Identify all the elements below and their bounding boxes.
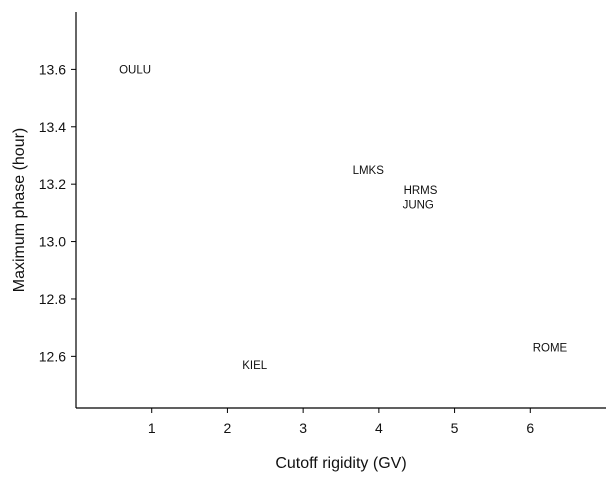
x-tick-label: 3 — [299, 420, 307, 436]
x-tick-label: 5 — [451, 420, 459, 436]
data-point-label: JUNG — [403, 199, 434, 211]
y-tick-label: 13.2 — [39, 176, 66, 192]
y-axis-ticks: 12.6 12.8 13.0 13.2 13.4 13.6 — [39, 61, 76, 364]
point-labels: OULU KIEL LMKS HRMS JUNG ROME — [119, 64, 567, 372]
x-axis-ticks: 1 2 3 4 5 6 — [148, 408, 534, 436]
data-point-label: LMKS — [353, 165, 385, 177]
x-tick-label: 4 — [375, 420, 383, 436]
y-tick-label: 13.6 — [39, 61, 66, 77]
data-point-label: HRMS — [404, 185, 438, 197]
data-point-label: OULU — [119, 64, 151, 76]
data-point-label: ROME — [533, 343, 568, 355]
y-tick-label: 13.4 — [39, 119, 66, 135]
x-tick-label: 1 — [148, 420, 156, 436]
data-point-label: KIEL — [242, 360, 268, 372]
y-tick-label: 12.6 — [39, 348, 66, 364]
x-tick-label: 6 — [526, 420, 534, 436]
y-tick-label: 12.8 — [39, 291, 66, 307]
x-tick-label: 2 — [224, 420, 232, 436]
x-axis-title: Cutoff rigidity (GV) — [275, 455, 406, 472]
y-tick-label: 13.0 — [39, 234, 66, 250]
y-axis-title: Maximum phase (hour) — [11, 128, 28, 293]
